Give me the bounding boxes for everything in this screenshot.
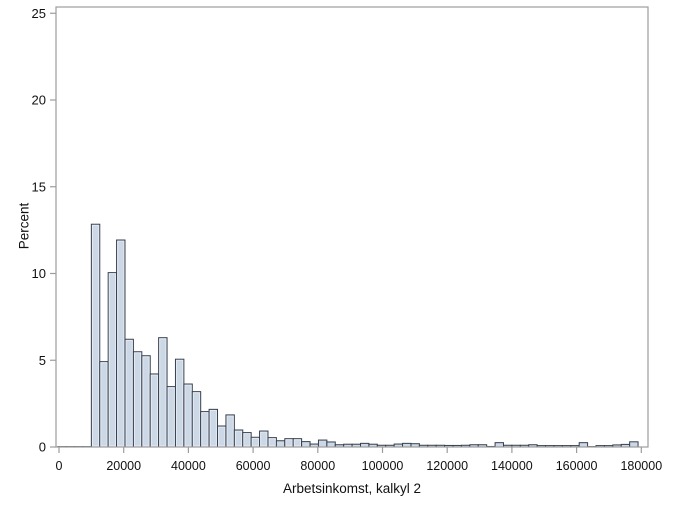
x-tick-label: 60000 (236, 459, 271, 473)
bar-bevel (108, 273, 116, 447)
bar-bevel (142, 356, 150, 447)
bar-bevel (268, 438, 276, 447)
histogram-bar (629, 441, 639, 448)
histogram-bar (301, 441, 311, 448)
y-tick-label: 20 (32, 93, 46, 108)
bar-bevel (150, 374, 158, 447)
histogram-bar (578, 442, 589, 448)
bar-bevel (234, 430, 243, 447)
bar-bevel (218, 426, 226, 447)
bar-bevel (159, 338, 167, 447)
bar-bevel (285, 439, 293, 447)
bar-bevel (91, 224, 100, 447)
bar-bevel (184, 384, 192, 447)
histogram-bar (275, 440, 286, 448)
y-tick-label: 5 (39, 353, 46, 368)
histogram-bar (317, 439, 328, 448)
bar-bevel (260, 431, 268, 447)
x-tick-label: 160000 (556, 459, 598, 473)
x-axis-title: Arbetsinkomst, kalkyl 2 (282, 481, 422, 496)
bar-bevel (167, 387, 175, 447)
bar-bevel (226, 415, 234, 447)
histogram-bar (326, 441, 336, 448)
y-tick-label: 10 (32, 266, 46, 281)
bar-bevel (243, 433, 251, 447)
bar-bevel (201, 412, 209, 447)
x-tick-label: 100000 (362, 459, 404, 473)
bar-bevel (125, 339, 133, 447)
x-tick-label: 140000 (491, 459, 533, 473)
x-tick-label: 120000 (426, 459, 468, 473)
y-tick-label: 0 (39, 440, 46, 455)
x-tick-label: 40000 (171, 459, 206, 473)
bar-bevel (192, 392, 201, 447)
bar-bevel (293, 439, 301, 447)
y-tick-label: 15 (32, 179, 46, 194)
bar-bevel (117, 240, 125, 447)
plot-frame (55, 6, 649, 448)
x-tick-label: 20000 (106, 459, 141, 473)
bar-bevel (100, 362, 108, 447)
bar-bevel (134, 352, 142, 447)
bar-bevel (251, 437, 259, 447)
x-tick-label: 180000 (620, 459, 662, 473)
bar-bevel (209, 410, 217, 447)
bar-bevel (176, 359, 184, 447)
y-axis-title: Percent (16, 202, 32, 250)
x-tick-label: 80000 (300, 459, 335, 473)
x-tick-label: 0 (56, 459, 63, 473)
y-tick-label: 25 (32, 6, 46, 21)
histogram-bar (494, 442, 504, 448)
